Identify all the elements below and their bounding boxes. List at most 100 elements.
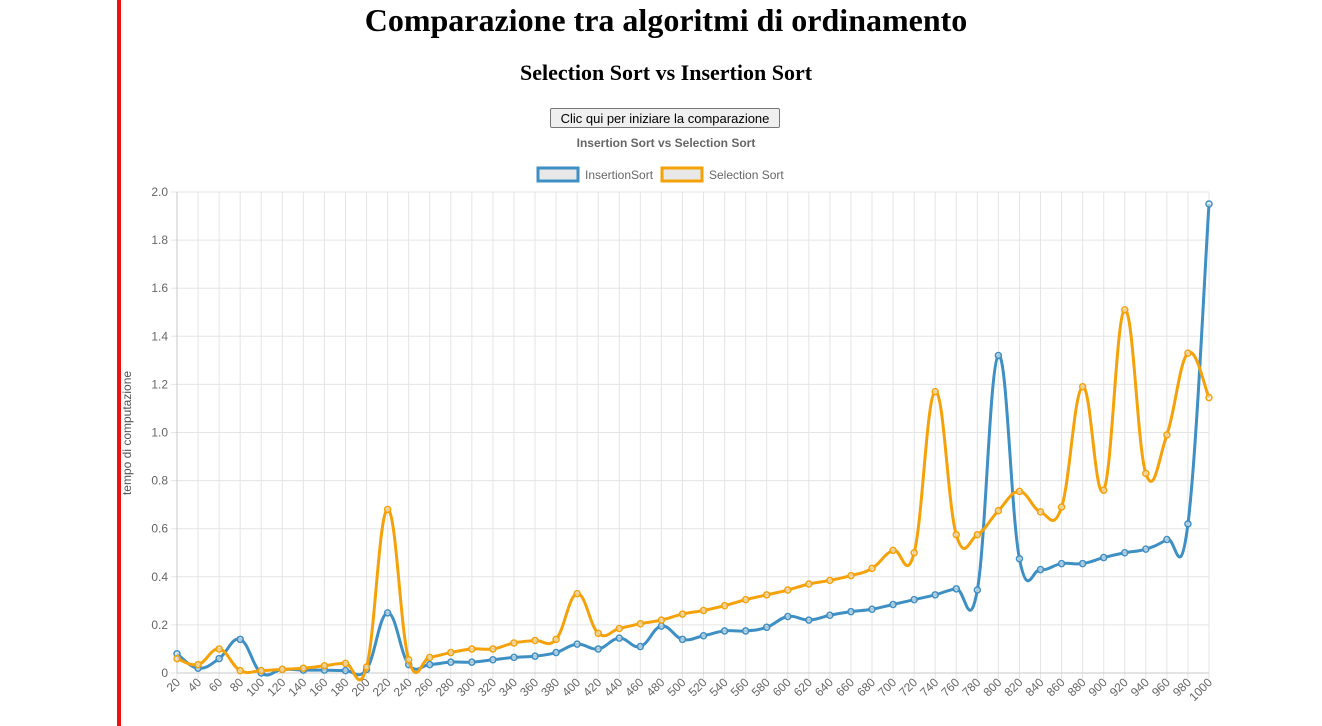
y-axis-label: tempo di computazione bbox=[120, 371, 134, 495]
x-tick-label: 340 bbox=[496, 675, 520, 699]
selection-sort-point bbox=[468, 645, 476, 653]
x-tick-label: 880 bbox=[1065, 675, 1089, 699]
selection-sort-point bbox=[1099, 486, 1108, 494]
selection-sort-point bbox=[489, 645, 497, 653]
chart-axes: 00.20.40.60.81.01.21.41.61.82.020 40 60 801… bbox=[151, 185, 1215, 704]
insertionsort-point bbox=[973, 586, 982, 594]
insertionsort-point bbox=[720, 627, 729, 635]
y-tick-label: 2.0 bbox=[151, 185, 168, 199]
x-tick-label: 380 bbox=[538, 675, 562, 699]
x-tick-label: 940 bbox=[1128, 675, 1152, 699]
x-tick-label: 120 bbox=[264, 675, 288, 699]
insertionsort-point bbox=[1205, 200, 1213, 208]
x-tick-label: 220 bbox=[370, 675, 394, 699]
legend-item-selection-sort[interactable]: Selection Sort bbox=[660, 166, 784, 183]
insertionsort-line bbox=[176, 203, 1211, 677]
x-tick-label: 600 bbox=[770, 675, 794, 699]
insertionsort-point bbox=[615, 634, 624, 642]
selection-sort-line bbox=[176, 308, 1211, 682]
selection-sort-point bbox=[1205, 393, 1213, 402]
insertionsort-point bbox=[1184, 520, 1192, 528]
x-tick-label: 900 bbox=[1086, 675, 1110, 699]
selection-sort-point bbox=[1142, 469, 1150, 478]
insertionsort-point bbox=[1057, 559, 1066, 568]
selection-sort-point bbox=[257, 666, 265, 675]
x-tick-label: 700 bbox=[875, 675, 899, 699]
selection-sort-point bbox=[699, 606, 708, 615]
insertionsort-point bbox=[657, 622, 666, 630]
x-tick-label: 720 bbox=[896, 675, 920, 699]
x-tick-label: 540 bbox=[707, 675, 731, 699]
page-subtitle: Selection Sort vs Insertion Sort bbox=[519, 60, 813, 85]
x-tick-label: 760 bbox=[938, 675, 962, 699]
selection-sort-point bbox=[615, 624, 624, 633]
selection-sort-point bbox=[868, 564, 876, 573]
insertionsort-point bbox=[341, 666, 350, 675]
insertionsort-point bbox=[784, 612, 792, 621]
selection-sort-point bbox=[784, 586, 792, 594]
y-tick-label: 1.0 bbox=[151, 426, 168, 440]
x-tick-label: 160 bbox=[306, 675, 330, 699]
insertionsort-point bbox=[1078, 559, 1087, 568]
selection-sort-point bbox=[931, 387, 939, 396]
selection-sort-point bbox=[741, 595, 750, 604]
y-tick-label: 0.8 bbox=[151, 474, 168, 488]
x-tick-label: 860 bbox=[1044, 675, 1068, 699]
insertionsort-point bbox=[594, 645, 602, 653]
selection-sort-point bbox=[447, 648, 455, 657]
selection-sort-point bbox=[952, 530, 961, 539]
insertionsort-point bbox=[1163, 535, 1171, 544]
insertionsort-point bbox=[678, 635, 687, 644]
y-tick-label: 1.6 bbox=[151, 281, 168, 295]
insertionsort-point bbox=[383, 609, 392, 617]
selection-sort-point bbox=[594, 629, 602, 638]
insertionsort-point bbox=[552, 648, 560, 657]
selection-sort-point bbox=[278, 665, 287, 674]
insertionsort-point bbox=[468, 658, 476, 666]
selection-sort-point bbox=[320, 662, 329, 670]
x-tick-label: 800 bbox=[980, 675, 1004, 699]
x-tick-label: 80 bbox=[227, 675, 247, 695]
insertionsort-point bbox=[531, 652, 539, 660]
insertionsort-point bbox=[636, 642, 645, 651]
insertionsort-point bbox=[425, 660, 434, 669]
selection-sort-point bbox=[194, 660, 202, 669]
y-tick-label: 1.2 bbox=[151, 377, 168, 391]
x-tick-label: 500 bbox=[665, 675, 689, 699]
insertionsort-point bbox=[952, 585, 961, 593]
selection-sort-point bbox=[826, 576, 834, 585]
chart-series bbox=[173, 200, 1213, 682]
insertionsort-point bbox=[236, 635, 244, 644]
selection-sort-point bbox=[847, 571, 855, 580]
legend-label: Selection Sort bbox=[709, 168, 784, 182]
insertionsort-point bbox=[1036, 565, 1045, 574]
legend-item-insertionsort[interactable]: InsertionSort bbox=[536, 166, 654, 183]
insertionsort-point bbox=[741, 627, 750, 635]
selection-sort-point bbox=[404, 656, 413, 664]
selection-sort-point bbox=[173, 654, 181, 663]
selection-sort-point bbox=[531, 636, 539, 645]
selection-sort-point bbox=[383, 505, 392, 514]
start-comparison-button[interactable]: Clic qui per iniziare la comparazione bbox=[550, 108, 780, 128]
x-tick-label: 640 bbox=[812, 675, 836, 699]
y-tick-label: 0.2 bbox=[151, 618, 168, 632]
insertionsort-point bbox=[910, 595, 918, 604]
legend-label: InsertionSort bbox=[585, 168, 654, 182]
insertionsort-point bbox=[1142, 545, 1150, 553]
selection-sort-point bbox=[425, 653, 434, 662]
selection-sort-point bbox=[805, 580, 813, 588]
y-tick-label: 1.4 bbox=[151, 329, 168, 343]
selection-sort-point bbox=[1121, 306, 1129, 314]
selection-sort-point bbox=[720, 601, 729, 610]
chart-legend: InsertionSort Selection Sort bbox=[536, 166, 784, 183]
selection-sort-point bbox=[678, 610, 687, 618]
red-vertical-border bbox=[117, 0, 121, 726]
y-tick-label: 0 bbox=[161, 666, 168, 680]
selection-sort-point bbox=[889, 546, 897, 555]
x-tick-label: 840 bbox=[1023, 675, 1047, 699]
selection-sort-point bbox=[362, 663, 371, 671]
x-tick-label: 140 bbox=[285, 675, 309, 699]
x-tick-label: 960 bbox=[1149, 675, 1173, 699]
selection-sort-point bbox=[1057, 503, 1066, 511]
